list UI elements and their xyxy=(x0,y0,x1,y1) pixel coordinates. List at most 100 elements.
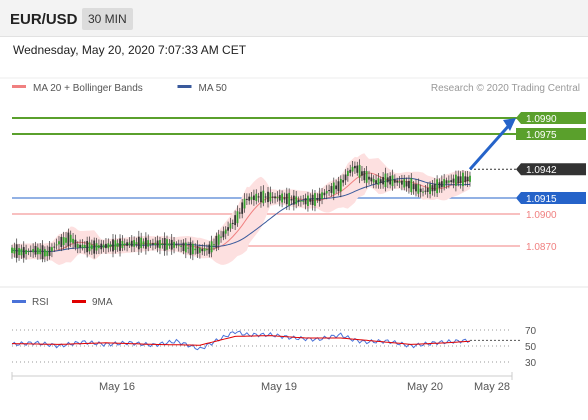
candle-body xyxy=(180,245,183,247)
candle-body xyxy=(316,198,319,201)
candle-body xyxy=(342,180,345,183)
candle-body xyxy=(335,185,338,190)
candle-body xyxy=(389,176,392,185)
candle-body xyxy=(417,184,420,194)
candle-body xyxy=(382,177,384,185)
candle-body xyxy=(412,183,415,190)
candle-body xyxy=(51,247,53,252)
rsi-legend-label-0: RSI xyxy=(32,297,49,308)
candle-body xyxy=(243,198,246,209)
projection-arrowhead xyxy=(503,118,516,131)
candle-body xyxy=(403,179,406,188)
candle-body xyxy=(34,245,37,255)
x-tick-2: May 20 xyxy=(407,381,443,393)
candle-body xyxy=(344,174,347,181)
candle-body xyxy=(363,170,366,181)
ma20-line xyxy=(11,172,471,253)
candle-body xyxy=(459,176,462,183)
price-level-label-5: 1.0870 xyxy=(526,242,557,253)
candle-body xyxy=(67,232,70,247)
candle-body xyxy=(74,239,77,248)
candle-body xyxy=(396,180,399,183)
candle-body xyxy=(198,247,201,253)
candle-body xyxy=(304,198,307,205)
candle-body xyxy=(410,178,413,193)
candle-body xyxy=(88,242,91,252)
price-tag-1 xyxy=(516,128,586,140)
candle-body xyxy=(215,235,218,249)
candle-body xyxy=(149,243,152,245)
candle-body xyxy=(400,180,403,185)
candle-body xyxy=(194,248,197,251)
legend-label-0: MA 20 + Bollinger Bands xyxy=(33,83,143,94)
candle-body xyxy=(455,174,457,186)
candle-body xyxy=(469,175,471,182)
candle-body xyxy=(447,180,450,183)
candle-body xyxy=(175,244,178,246)
candle-body xyxy=(236,211,239,224)
symbol-label: EUR/USD xyxy=(10,11,78,28)
candle-body xyxy=(285,193,288,205)
candle-body xyxy=(102,244,105,248)
credit-label: Research © 2020 Trading Central xyxy=(431,83,580,94)
candle-body xyxy=(203,248,206,252)
candle-body xyxy=(260,191,262,203)
chart-header: EUR/USD 30 MIN xyxy=(0,0,588,37)
timeframe-badge[interactable]: 30 MIN xyxy=(82,8,133,30)
candle-body xyxy=(13,247,16,254)
candle-body xyxy=(210,241,213,253)
candle-body xyxy=(58,241,60,245)
candle-body xyxy=(227,227,229,231)
candle-body xyxy=(325,190,328,194)
price-tag-label-0: 1.0990 xyxy=(526,114,557,125)
candle-body xyxy=(450,180,453,183)
candle-body xyxy=(95,243,98,251)
candle-body xyxy=(123,243,126,246)
candle-body xyxy=(222,231,225,238)
candle-body xyxy=(422,191,424,193)
candle-body xyxy=(76,244,79,248)
price-tag-label-1: 1.0975 xyxy=(526,130,557,141)
candle-body xyxy=(431,185,434,192)
candle-body xyxy=(15,244,18,258)
candle-body xyxy=(11,247,13,253)
candle-body xyxy=(318,193,321,202)
candle-body xyxy=(142,241,145,245)
candle-body xyxy=(187,247,190,249)
rsi-tick-1: 50 xyxy=(525,342,537,353)
candle-body xyxy=(98,245,100,249)
candle-body xyxy=(65,237,67,243)
candle-body xyxy=(253,195,255,201)
rsi-ma9-line xyxy=(12,335,471,346)
price-tag-2 xyxy=(516,163,586,176)
candle-body xyxy=(126,242,128,246)
candle-body xyxy=(79,244,82,248)
candle-body xyxy=(48,246,51,256)
candle-body xyxy=(234,215,237,226)
candle-body xyxy=(224,229,227,234)
candle-body xyxy=(354,165,356,169)
candle-body xyxy=(55,244,58,246)
candle-body xyxy=(384,173,387,188)
candle-body xyxy=(20,248,23,256)
candle-body xyxy=(229,223,232,229)
candle-body xyxy=(379,179,382,184)
candle-body xyxy=(271,196,274,198)
candle-body xyxy=(121,240,124,249)
candle-body xyxy=(220,236,222,238)
candle-body xyxy=(231,222,234,224)
ma50-line xyxy=(11,177,471,252)
candle-body xyxy=(109,244,112,247)
candle-body xyxy=(433,183,436,191)
bollinger-band xyxy=(12,153,470,265)
legend-swatch-1 xyxy=(177,85,192,88)
candle-body xyxy=(281,193,284,203)
candle-body xyxy=(309,198,312,202)
legend-label-1: MA 50 xyxy=(199,83,228,94)
candle-body xyxy=(93,240,96,254)
candle-body xyxy=(257,196,260,198)
candle-body xyxy=(452,178,455,183)
candle-body xyxy=(358,164,361,178)
candle-body xyxy=(292,195,295,205)
candle-body xyxy=(302,200,305,202)
